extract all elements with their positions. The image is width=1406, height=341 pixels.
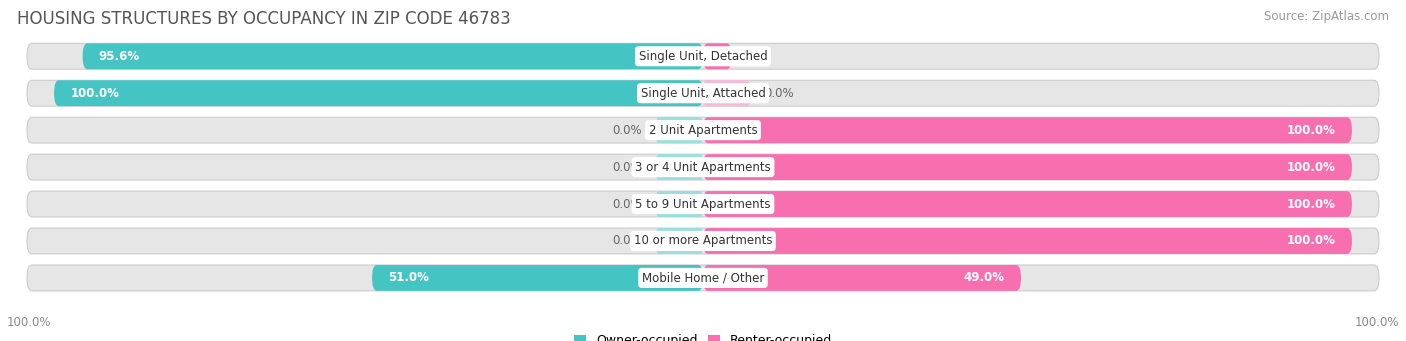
FancyBboxPatch shape	[703, 265, 1021, 291]
Text: 0.0%: 0.0%	[613, 197, 643, 210]
Text: 100.0%: 100.0%	[1286, 124, 1336, 137]
Text: 10 or more Apartments: 10 or more Apartments	[634, 235, 772, 248]
Text: Single Unit, Detached: Single Unit, Detached	[638, 50, 768, 63]
FancyBboxPatch shape	[27, 43, 1379, 69]
Text: 100.0%: 100.0%	[1286, 161, 1336, 174]
FancyBboxPatch shape	[655, 191, 703, 217]
FancyBboxPatch shape	[27, 80, 1379, 106]
Text: Mobile Home / Other: Mobile Home / Other	[641, 271, 765, 284]
FancyBboxPatch shape	[27, 154, 1379, 180]
FancyBboxPatch shape	[703, 117, 1353, 143]
Text: 100.0%: 100.0%	[1354, 316, 1399, 329]
Text: 2 Unit Apartments: 2 Unit Apartments	[648, 124, 758, 137]
Text: 100.0%: 100.0%	[70, 87, 120, 100]
Text: Single Unit, Attached: Single Unit, Attached	[641, 87, 765, 100]
FancyBboxPatch shape	[53, 80, 703, 106]
FancyBboxPatch shape	[703, 154, 1353, 180]
FancyBboxPatch shape	[27, 228, 1379, 254]
Text: 100.0%: 100.0%	[1286, 197, 1336, 210]
FancyBboxPatch shape	[373, 265, 703, 291]
FancyBboxPatch shape	[27, 265, 1379, 291]
Text: 0.0%: 0.0%	[613, 161, 643, 174]
FancyBboxPatch shape	[83, 43, 703, 69]
Text: HOUSING STRUCTURES BY OCCUPANCY IN ZIP CODE 46783: HOUSING STRUCTURES BY OCCUPANCY IN ZIP C…	[17, 10, 510, 28]
FancyBboxPatch shape	[655, 154, 703, 180]
FancyBboxPatch shape	[27, 191, 1379, 217]
FancyBboxPatch shape	[703, 228, 1353, 254]
Text: 0.0%: 0.0%	[613, 124, 643, 137]
Text: 95.6%: 95.6%	[98, 50, 141, 63]
FancyBboxPatch shape	[27, 117, 1379, 143]
Legend: Owner-occupied, Renter-occupied: Owner-occupied, Renter-occupied	[568, 329, 838, 341]
Text: 100.0%: 100.0%	[7, 316, 52, 329]
Text: 0.0%: 0.0%	[613, 235, 643, 248]
Text: 49.0%: 49.0%	[963, 271, 1005, 284]
FancyBboxPatch shape	[703, 80, 751, 106]
Text: 3 or 4 Unit Apartments: 3 or 4 Unit Apartments	[636, 161, 770, 174]
FancyBboxPatch shape	[655, 228, 703, 254]
Text: 100.0%: 100.0%	[1286, 235, 1336, 248]
Text: 51.0%: 51.0%	[388, 271, 429, 284]
FancyBboxPatch shape	[703, 43, 731, 69]
FancyBboxPatch shape	[703, 191, 1353, 217]
Text: 0.0%: 0.0%	[763, 87, 793, 100]
Text: 4.4%: 4.4%	[682, 50, 716, 63]
FancyBboxPatch shape	[655, 117, 703, 143]
Text: 5 to 9 Unit Apartments: 5 to 9 Unit Apartments	[636, 197, 770, 210]
Text: Source: ZipAtlas.com: Source: ZipAtlas.com	[1264, 10, 1389, 23]
